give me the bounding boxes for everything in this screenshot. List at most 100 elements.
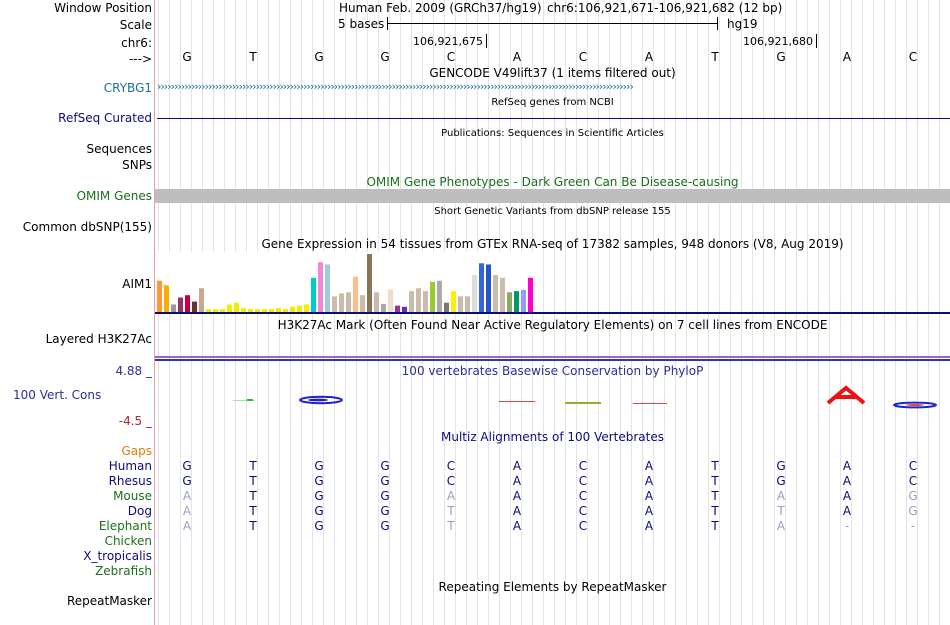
refseq-gene-line[interactable]	[157, 118, 950, 119]
gtex-tissue-bar[interactable]	[444, 302, 449, 312]
gtex-tissue-bar[interactable]	[220, 309, 225, 312]
publications-track-title[interactable]: Publications: Sequences in Scientific Ar…	[441, 128, 664, 139]
gtex-tissue-bar[interactable]	[381, 303, 386, 312]
gtex-tissue-bar[interactable]	[171, 304, 176, 312]
gtex-tissue-bar[interactable]	[290, 306, 295, 312]
gencode-track-title[interactable]: GENCODE V49lift37 (1 items filtered out)	[429, 66, 676, 80]
alignment-base: T	[249, 519, 257, 533]
h3k27ac-signal-bottom[interactable]	[155, 359, 950, 361]
multiz-track-title[interactable]: Multiz Alignments of 100 Vertebrates	[440, 430, 665, 444]
species-label-dog[interactable]: Dog	[127, 504, 152, 518]
gtex-tissue-bar[interactable]	[430, 281, 435, 312]
alignment-base: C	[578, 504, 588, 518]
reference-base: A	[842, 50, 852, 64]
h3k27ac-label[interactable]: Layered H3K27Ac	[45, 332, 152, 346]
omim-gene-feature[interactable]	[155, 189, 950, 203]
h3k27ac-track-title[interactable]: H3K27Ac Mark (Often Found Near Active Re…	[277, 318, 828, 332]
gtex-tissue-bar[interactable]	[472, 274, 477, 312]
gtex-tissue-bar[interactable]	[500, 277, 505, 312]
gtex-tissue-bar[interactable]	[409, 291, 414, 312]
gtex-tissue-bar[interactable]	[262, 309, 267, 312]
multiz-gaps-label[interactable]: Gaps	[121, 444, 152, 458]
gtex-tissue-bar[interactable]	[479, 263, 484, 312]
gtex-tissue-bar[interactable]	[248, 309, 253, 312]
refseq-track-title[interactable]: RefSeq genes from NCBI	[491, 97, 614, 108]
h3k27ac-signal-top[interactable]	[155, 356, 950, 358]
gtex-tissue-bar[interactable]	[493, 274, 498, 312]
gtex-tissue-bar[interactable]	[514, 291, 519, 312]
gtex-tissue-bar[interactable]	[388, 289, 393, 312]
gtex-tissue-bar[interactable]	[255, 309, 260, 312]
gtex-tissue-bar[interactable]	[423, 291, 428, 312]
gtex-tissue-bar[interactable]	[185, 295, 190, 312]
gtex-tissue-bar[interactable]	[234, 302, 239, 312]
gtex-tissue-bar[interactable]	[339, 293, 344, 312]
gtex-tissue-bar[interactable]	[402, 306, 407, 312]
coordinate-2-tick	[816, 34, 817, 48]
publications-label-sequences[interactable]: Sequences	[86, 142, 152, 156]
gtex-track-title[interactable]: Gene Expression in 54 tissues from GTEx …	[261, 237, 844, 251]
gtex-tissue-bar[interactable]	[528, 277, 533, 312]
gtex-tissue-bar[interactable]	[192, 301, 197, 312]
gtex-tissue-bar[interactable]	[521, 289, 526, 312]
dbsnp-label[interactable]: Common dbSNP(155)	[22, 220, 152, 234]
gtex-tissue-bar[interactable]	[178, 297, 183, 313]
gtex-tissue-bar[interactable]	[451, 291, 456, 312]
gtex-tissue-bar[interactable]	[241, 307, 246, 312]
dbsnp-track-title[interactable]: Short Genetic Variants from dbSNP releas…	[434, 206, 671, 217]
gtex-tissue-bar[interactable]	[367, 254, 372, 312]
gtex-tissue-bar[interactable]	[297, 305, 302, 312]
gtex-tissue-bar[interactable]	[227, 304, 232, 312]
gtex-tissue-bar[interactable]	[374, 292, 379, 312]
gtex-tissue-bar[interactable]	[395, 305, 400, 312]
repeatmasker-track-title[interactable]: Repeating Elements by RepeatMasker	[438, 580, 667, 594]
gtex-gene-label[interactable]: AIM1	[122, 277, 152, 291]
species-label-mouse[interactable]: Mouse	[113, 489, 152, 503]
gtex-tissue-bar[interactable]	[416, 288, 421, 312]
species-label-chicken[interactable]: Chicken	[104, 534, 152, 548]
phylop-label[interactable]: 100 Vert. Cons	[13, 388, 102, 402]
gtex-tissue-bar[interactable]	[164, 285, 169, 312]
publications-label-snps[interactable]: SNPs	[122, 158, 152, 172]
species-label-elephant[interactable]: Elephant	[98, 519, 152, 533]
gtex-tissue-bar[interactable]	[437, 280, 442, 312]
phylop-track-title[interactable]: 100 vertebrates Basewise Conservation by…	[401, 364, 704, 378]
gtex-tissue-bar[interactable]	[276, 307, 281, 312]
species-label-rhesus[interactable]: Rhesus	[108, 474, 152, 488]
gtex-tissue-bar[interactable]	[458, 296, 463, 312]
omim-track-title[interactable]: OMIM Gene Phenotypes - Dark Green Can Be…	[366, 175, 739, 189]
gtex-tissue-bar[interactable]	[346, 292, 351, 312]
scale-text: 5 bases	[338, 17, 385, 31]
alignment-base: G	[380, 489, 390, 503]
gtex-tissue-bar[interactable]	[486, 264, 491, 312]
gtex-tissue-bar[interactable]	[157, 280, 162, 312]
phylop-logo[interactable]	[155, 385, 950, 415]
refseq-curated-label[interactable]: RefSeq Curated	[58, 111, 152, 125]
gene-crybg1-label[interactable]: CRYBG1	[103, 81, 152, 95]
omim-genes-label[interactable]: OMIM Genes	[76, 189, 152, 203]
gtex-tissue-bar[interactable]	[304, 304, 309, 312]
species-label-zebrafish[interactable]: Zebrafish	[95, 564, 152, 578]
repeatmasker-label[interactable]: RepeatMasker	[66, 594, 152, 608]
gtex-tissue-bar[interactable]	[325, 264, 330, 312]
phylop-max-label: 4.88 _	[115, 364, 152, 378]
gtex-baseline	[155, 312, 950, 314]
species-label-human[interactable]: Human	[108, 459, 152, 473]
alignment-base: A	[182, 519, 192, 533]
alignment-base: A	[644, 489, 654, 503]
species-label-x_tropicalis[interactable]: X_tropicalis	[83, 549, 152, 563]
gtex-bar-chart[interactable]	[155, 250, 555, 312]
gtex-tissue-bar[interactable]	[199, 288, 204, 312]
gene-crybg1-feature[interactable]: ››››››››››››››››››››››››››››››››››››››››…	[157, 81, 634, 93]
gtex-tissue-bar[interactable]	[318, 262, 323, 312]
gtex-tissue-bar[interactable]	[465, 296, 470, 312]
gtex-tissue-bar[interactable]	[507, 292, 512, 312]
gtex-tissue-bar[interactable]	[213, 309, 218, 312]
gtex-tissue-bar[interactable]	[269, 309, 274, 312]
gtex-tissue-bar[interactable]	[360, 295, 365, 312]
gtex-tissue-bar[interactable]	[353, 276, 358, 312]
gtex-tissue-bar[interactable]	[283, 309, 288, 312]
gtex-tissue-bar[interactable]	[311, 277, 316, 312]
gtex-tissue-bar[interactable]	[332, 296, 337, 312]
gtex-tissue-bar[interactable]	[206, 309, 211, 312]
